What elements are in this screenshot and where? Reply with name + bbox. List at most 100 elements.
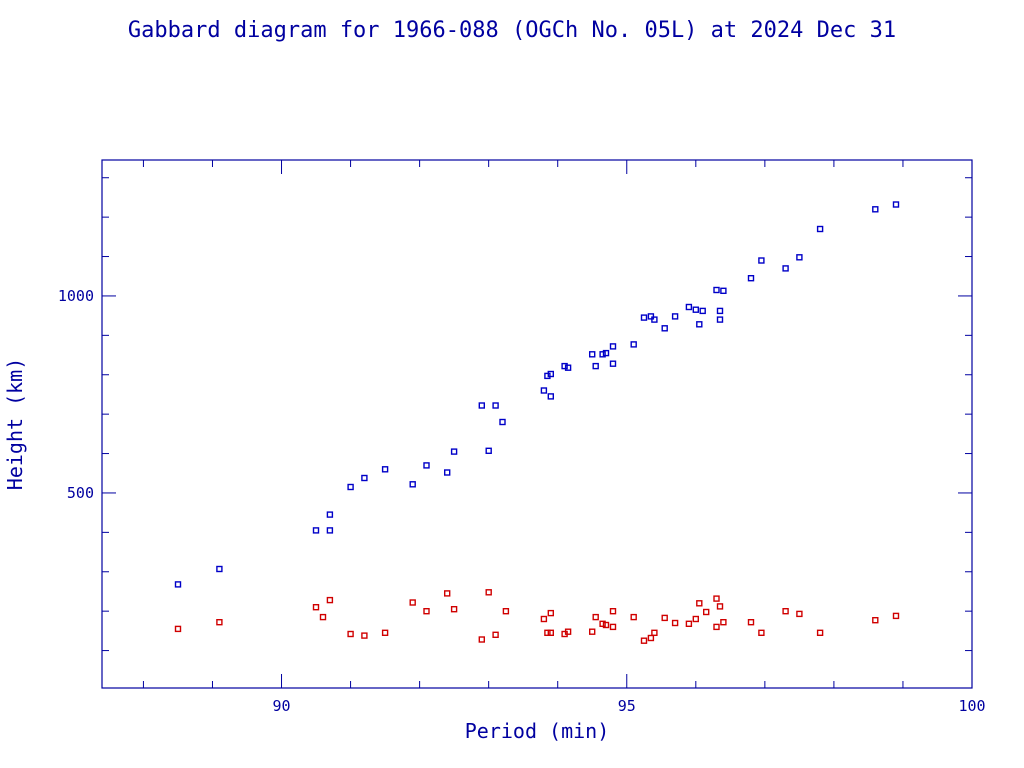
perigee-point xyxy=(696,600,703,607)
x-tick-label: 90 xyxy=(272,697,290,715)
apogee-point xyxy=(381,466,389,473)
perigee-point xyxy=(713,595,720,602)
apogee-point xyxy=(561,362,568,370)
perigee-point xyxy=(544,629,551,636)
perigee-point xyxy=(685,620,693,627)
perigee-point xyxy=(599,620,606,627)
y-tick-label: 500 xyxy=(67,484,94,502)
axis-ticks xyxy=(102,160,973,688)
perigee-point xyxy=(758,629,765,636)
x-tick-label: 100 xyxy=(958,697,985,715)
apogee-point xyxy=(716,316,724,323)
apogee-point xyxy=(696,321,703,328)
perigee-point xyxy=(319,613,327,621)
apogee-point xyxy=(409,481,416,488)
perigee-point xyxy=(692,615,699,623)
apogee-point xyxy=(592,362,599,370)
apogee-point xyxy=(651,316,658,323)
data-points xyxy=(174,201,900,644)
apogee-point xyxy=(540,387,548,394)
perigee-point xyxy=(450,606,458,613)
perigee-point xyxy=(423,608,430,615)
apogee-point xyxy=(661,325,668,332)
apogee-point xyxy=(326,527,334,534)
perigee-point xyxy=(651,629,658,636)
apogee-point xyxy=(326,511,334,518)
perigee-point xyxy=(174,625,182,633)
perigee-point xyxy=(485,589,492,596)
perigee-point xyxy=(492,631,499,638)
perigee-point xyxy=(444,590,451,597)
perigee-point xyxy=(478,636,485,643)
perigee-point xyxy=(361,632,368,639)
apogee-point xyxy=(347,483,354,491)
perigee-point xyxy=(547,609,554,617)
perigee-point xyxy=(540,615,548,623)
perigee-point xyxy=(547,629,554,636)
perigee-point xyxy=(564,628,572,635)
y-axis-label: Height (km) xyxy=(3,358,27,490)
plot-frame xyxy=(101,159,973,689)
apogee-point xyxy=(720,287,727,294)
apogee-point xyxy=(589,351,596,358)
tick-labels: 90 95 100 500 1000 xyxy=(58,287,986,715)
perigee-point xyxy=(716,603,724,610)
perigee-point xyxy=(747,619,755,626)
apogee-point xyxy=(758,257,765,264)
chart-title: Gabbard diagram for 1966-088 (OGCh No. 0… xyxy=(128,18,896,43)
apogee-point xyxy=(699,307,706,315)
perigee-point xyxy=(630,613,637,621)
apogee-point xyxy=(361,474,368,482)
perigee-point xyxy=(782,608,789,615)
perigee-point xyxy=(816,629,824,636)
perigee-point xyxy=(609,623,617,631)
apogee-point xyxy=(640,314,648,321)
apogee-point xyxy=(782,265,789,272)
perigee-point xyxy=(502,608,510,615)
perigee-point xyxy=(703,608,710,616)
x-axis-label: Period (min) xyxy=(465,719,610,743)
apogee-point xyxy=(547,393,554,400)
perigee-point xyxy=(592,613,599,621)
perigee-point xyxy=(892,612,900,620)
apogee-point xyxy=(892,201,900,208)
apogee-point xyxy=(499,418,506,426)
apogee-point xyxy=(609,360,617,367)
apogee-point xyxy=(444,469,451,476)
apogee-point xyxy=(599,351,606,358)
apogee-point xyxy=(816,225,824,233)
apogee-point xyxy=(602,349,610,357)
perigee-point xyxy=(312,604,320,611)
apogee-point xyxy=(872,206,879,213)
apogee-point xyxy=(747,275,755,282)
y-tick-label: 1000 xyxy=(58,287,94,305)
apogee-point xyxy=(492,402,499,409)
perigee-point xyxy=(602,621,610,629)
apogee-point xyxy=(609,343,617,350)
perigee-point xyxy=(671,619,679,627)
apogee-point xyxy=(216,565,223,573)
perigee-point xyxy=(713,623,720,631)
apogee-point xyxy=(692,306,699,313)
perigee-point xyxy=(661,614,668,622)
apogee-point xyxy=(716,307,724,315)
apogee-point xyxy=(312,527,320,534)
perigee-point xyxy=(216,619,223,626)
apogee-point xyxy=(478,402,485,409)
perigee-point xyxy=(381,629,389,636)
perigee-point xyxy=(409,599,416,606)
perigee-point xyxy=(609,608,617,615)
apogee-point xyxy=(485,447,492,454)
apogee-point xyxy=(630,341,637,348)
apogee-point xyxy=(423,462,430,469)
apogee-point xyxy=(647,313,655,320)
perigee-point xyxy=(326,596,334,604)
perigee-point xyxy=(872,617,879,624)
perigee-point xyxy=(347,630,354,638)
apogee-point xyxy=(671,313,679,320)
apogee-point xyxy=(713,286,720,294)
apogee-point xyxy=(685,303,693,311)
apogee-point xyxy=(174,581,182,588)
perigee-point xyxy=(720,619,727,626)
